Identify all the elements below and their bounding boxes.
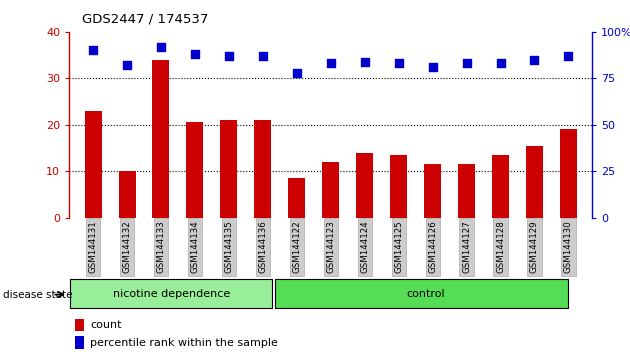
Text: GSM144125: GSM144125: [394, 221, 403, 273]
Bar: [356, 153, 373, 218]
Point: [292, 70, 302, 76]
Text: disease state: disease state: [3, 290, 72, 299]
Point: [428, 64, 438, 70]
Point: [394, 61, 404, 66]
Bar: [289, 178, 306, 218]
Text: control: control: [406, 289, 445, 299]
FancyBboxPatch shape: [70, 280, 272, 308]
Point: [326, 61, 336, 66]
Bar: [424, 164, 441, 218]
Bar: [323, 162, 339, 218]
Text: GSM144129: GSM144129: [530, 221, 539, 273]
Text: GSM144126: GSM144126: [428, 221, 437, 273]
FancyBboxPatch shape: [275, 280, 568, 308]
Text: GSM144134: GSM144134: [190, 221, 200, 273]
Bar: [492, 155, 509, 218]
Bar: [390, 155, 407, 218]
Bar: [74, 336, 84, 349]
Bar: [74, 319, 84, 331]
Point: [258, 53, 268, 59]
Text: GSM144124: GSM144124: [360, 221, 369, 273]
Text: GSM144128: GSM144128: [496, 221, 505, 273]
Point: [360, 59, 370, 64]
Point: [529, 57, 539, 63]
Bar: [84, 111, 101, 218]
Point: [88, 47, 98, 53]
Point: [563, 53, 573, 59]
Bar: [186, 122, 203, 218]
Point: [156, 44, 166, 50]
Text: nicotine dependence: nicotine dependence: [113, 289, 230, 299]
Point: [495, 61, 505, 66]
Bar: [220, 120, 238, 218]
Bar: [118, 171, 135, 218]
Bar: [560, 130, 577, 218]
Text: GDS2447 / 174537: GDS2447 / 174537: [82, 12, 209, 25]
Text: GSM144123: GSM144123: [326, 221, 335, 273]
Text: count: count: [90, 320, 122, 330]
Bar: [255, 120, 272, 218]
Text: GSM144127: GSM144127: [462, 221, 471, 273]
Text: GSM144131: GSM144131: [89, 221, 98, 273]
Text: GSM144132: GSM144132: [122, 221, 132, 273]
Bar: [526, 146, 543, 218]
Point: [462, 61, 472, 66]
Point: [190, 51, 200, 57]
Point: [224, 53, 234, 59]
Text: GSM144133: GSM144133: [156, 221, 166, 273]
Text: GSM144136: GSM144136: [258, 221, 267, 273]
Bar: [458, 164, 475, 218]
Text: GSM144135: GSM144135: [224, 221, 233, 273]
Bar: [152, 60, 169, 218]
Text: GSM144122: GSM144122: [292, 221, 301, 273]
Text: percentile rank within the sample: percentile rank within the sample: [90, 338, 278, 348]
Point: [122, 62, 132, 68]
Text: GSM144130: GSM144130: [564, 221, 573, 273]
